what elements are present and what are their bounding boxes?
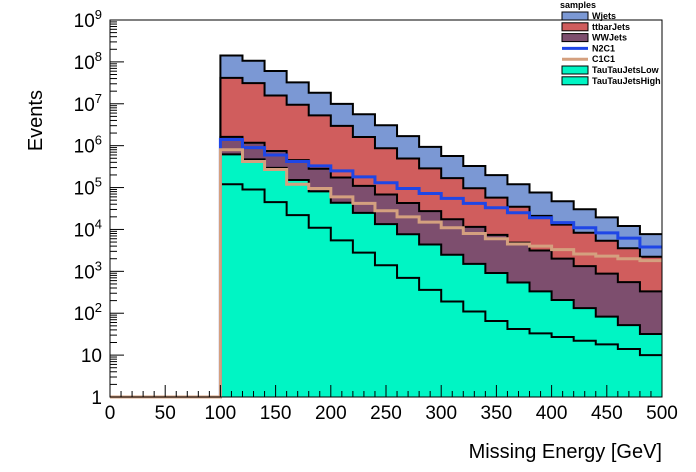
legend-entry-TauTauJetsLow: TauTauJetsLow	[561, 65, 660, 75]
y-tick-label: 107	[74, 91, 102, 116]
x-tick-label: 50	[155, 403, 176, 424]
legend-entry-Wjets: Wjets	[561, 11, 616, 21]
x-tick-label: 0	[105, 403, 116, 424]
y-tick-label: 108	[74, 49, 102, 74]
x-tick-label: 400	[536, 403, 568, 424]
x-tick-label: 100	[205, 403, 237, 424]
legend-swatch	[561, 33, 589, 43]
x-tick-labels: 0 50 100 150 200 250 300 350 400 450 500	[105, 403, 678, 424]
x-tick-label: 350	[481, 403, 513, 424]
legend-entry-WWJets: WWJets	[561, 33, 627, 43]
legend-label: C1C1	[592, 54, 615, 64]
y-tick-label: 10	[81, 346, 102, 367]
y-tick-label: 105	[74, 175, 102, 200]
x-tick-label: 300	[425, 403, 457, 424]
legend-label: WWJets	[592, 33, 627, 43]
outline-TauTauJetsHigh	[219, 183, 662, 397]
legend-swatch	[561, 65, 589, 75]
signal-lines	[110, 138, 662, 399]
y-tick-label: 102	[74, 300, 102, 325]
outline-Wjets	[219, 54, 662, 397]
y-tick-label: 1	[91, 388, 102, 409]
y-tick-labels: 1 10 102 103 104 105 106 107 108 109	[74, 7, 102, 409]
y-tick-label: 104	[74, 216, 102, 241]
x-tick-label: 150	[260, 403, 292, 424]
y-axis-title: Events	[25, 90, 47, 151]
y-tick-label: 109	[74, 7, 102, 32]
x-axis-title: Missing Energy [GeV]	[469, 441, 662, 463]
legend-swatch	[561, 22, 589, 32]
legend-label: TauTauJetsLow	[592, 65, 660, 75]
y-tick-label: 103	[74, 258, 102, 283]
legend-entry-ttbarJets: ttbarJets	[561, 22, 630, 32]
axis-ticks	[109, 19, 663, 398]
line-C1C1	[110, 148, 662, 399]
legend-swatch	[561, 76, 589, 86]
x-tick-label: 200	[315, 403, 347, 424]
outline-ttbarJets	[219, 76, 662, 397]
legend-label: TauTauJetsHigh	[592, 76, 661, 86]
legend-label: ttbarJets	[592, 22, 630, 32]
x-tick-label: 250	[370, 403, 402, 424]
legend: samples WjetsttbarJetsWWJetsN2C1C1C1TauT…	[560, 0, 661, 86]
legend-label: N2C1	[592, 43, 615, 53]
legend-entry-C1C1: C1C1	[562, 54, 615, 64]
legend-swatch	[561, 11, 589, 21]
legend-entry-TauTauJetsHigh: TauTauJetsHigh	[561, 76, 661, 86]
legend-label: Wjets	[592, 11, 616, 21]
line-N2C1	[110, 138, 662, 399]
stacked-fills	[219, 54, 662, 398]
x-tick-label: 500	[646, 403, 678, 424]
legend-title: samples	[560, 0, 596, 10]
y-tick-label: 106	[74, 133, 102, 158]
legend-entry-N2C1: N2C1	[562, 43, 615, 53]
x-tick-label: 450	[591, 403, 623, 424]
